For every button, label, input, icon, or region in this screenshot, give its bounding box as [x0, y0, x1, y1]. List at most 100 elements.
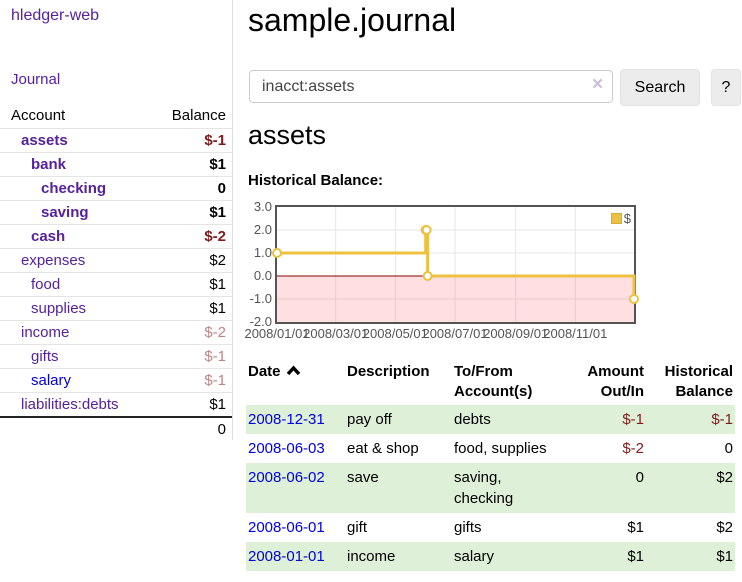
brand-link[interactable]: hledger-web: [11, 7, 100, 24]
sidebar-account-row: saving $1: [0, 200, 232, 224]
register-table: Date Description To/From Account(s) Amount …: [246, 362, 735, 571]
balance-cell: $2: [716, 469, 733, 486]
search-input[interactable]: [249, 70, 613, 103]
transaction-date-link[interactable]: 2008-06-01: [248, 519, 325, 536]
register-column-header: Historical Balance: [664, 363, 733, 400]
sidebar-account-balance: $-2: [204, 324, 226, 341]
sidebar-account-link[interactable]: liabilities:debts: [21, 396, 119, 413]
sidebar: hledger-web Journal Account Balance asse…: [0, 0, 233, 440]
register-row: 2008-01-01 income salary $1 $1: [246, 542, 735, 571]
y-axis-tick-label: 1.0: [253, 245, 272, 260]
description-cell: pay off: [347, 411, 392, 428]
chart-title: Historical Balance:: [248, 172, 384, 189]
sidebar-item-journal[interactable]: Journal: [11, 71, 61, 88]
register-column-header[interactable]: Date: [246, 362, 345, 405]
x-axis-tick-label: 2008/11/01: [543, 326, 608, 341]
transaction-date-link[interactable]: 2008-06-02: [248, 469, 325, 486]
accounts-cell: saving, checking: [454, 469, 514, 507]
register-body: 2008-12-31 pay off debts $-1 $-1 2008-06-03 ea…: [246, 405, 735, 571]
amount-cell: $1: [627, 548, 644, 565]
accounts-cell: gifts: [454, 519, 482, 536]
sidebar-account-link[interactable]: supplies: [31, 300, 87, 317]
x-axis-tick-label: 2008/03/01: [303, 326, 369, 341]
sidebar-account-row: checking 0: [0, 176, 232, 200]
chart-canvas: [272, 207, 639, 322]
sidebar-account-link[interactable]: checking: [41, 180, 107, 197]
description-cell: gift: [347, 519, 368, 536]
sidebar-account-balance: $-1: [204, 132, 226, 149]
sidebar-account-link[interactable]: gifts: [31, 348, 59, 365]
x-axis-tick-label: 2008/07/01: [422, 326, 488, 341]
sidebar-account-row: liabilities:debts $1: [0, 392, 232, 416]
sidebar-account-balance: $-1: [204, 348, 226, 365]
x-axis-tick-label: 2008/09/01: [483, 326, 549, 341]
sidebar-account-balance: $1: [209, 156, 226, 173]
account-column-header: Account: [11, 107, 66, 124]
y-axis-tick-label: 3.0: [253, 199, 272, 214]
balance-cell: $1: [716, 548, 733, 565]
sidebar-account-balance: $1: [209, 300, 226, 317]
date-cell: 2008-06-01: [246, 513, 345, 542]
date-cell: 2008-12-31: [246, 405, 345, 434]
x-axis-tick-label: 2008/05/01: [362, 326, 428, 341]
sidebar-account-balance: $1: [209, 204, 226, 221]
accounts-cell: food, supplies: [454, 440, 547, 457]
sidebar-account-balance: $-2: [204, 228, 226, 245]
transaction-date-link[interactable]: 2008-12-31: [248, 411, 325, 428]
sidebar-account-link[interactable]: salary: [31, 372, 72, 389]
x-axis-tick-label: 2008/01/01: [244, 326, 310, 341]
sidebar-account-balance: $2: [209, 252, 226, 269]
description-cell: income: [347, 548, 396, 565]
sidebar-account-link[interactable]: bank: [31, 156, 67, 173]
register-row: 2008-06-03 eat & shop food, supplies $-2 0: [246, 434, 735, 463]
sidebar-account-balance: $1: [209, 396, 226, 413]
accounts-cell: debts: [454, 411, 491, 428]
sidebar-account-link[interactable]: assets: [21, 132, 68, 149]
sidebar-total-row: 0: [0, 416, 232, 440]
sidebar-account-link[interactable]: food: [31, 276, 61, 293]
sort-ascending-icon: [286, 365, 300, 376]
sidebar-account-balance: $-1: [204, 372, 226, 389]
sidebar-account-link[interactable]: income: [21, 324, 70, 341]
balance-cell: $-1: [711, 411, 733, 428]
register-column-header: Amount Out/In: [587, 363, 644, 400]
sidebar-total-balance: 0: [217, 420, 226, 438]
search-button[interactable]: Search: [620, 69, 700, 106]
transaction-date-link[interactable]: 2008-06-03: [248, 440, 325, 457]
help-button[interactable]: ?: [711, 69, 741, 106]
amount-cell: $-1: [622, 411, 644, 428]
sidebar-account-row: gifts $-1: [0, 344, 232, 368]
clear-search-icon[interactable]: ×: [592, 74, 604, 95]
register-row: 2008-06-01 gift gifts $1 $2: [246, 513, 735, 542]
sidebar-accounts-body: assets $-1 bank $1 checking 0 saving $1 cash $-2 e…: [0, 128, 232, 416]
sidebar-account-balance: $1: [209, 276, 226, 293]
date-cell: 2008-06-03: [246, 434, 345, 463]
sidebar-account-row: cash $-2: [0, 224, 232, 248]
sidebar-accounts-table: Account Balance assets $-1 bank $1 checking 0…: [0, 103, 232, 440]
date-cell: 2008-06-02: [246, 463, 345, 513]
sidebar-account-row: food $1: [0, 272, 232, 296]
register-row: 2008-12-31 pay off debts $-1 $-1: [246, 405, 735, 434]
chart-legend: $: [610, 211, 631, 226]
sidebar-account-balance: 0: [217, 180, 226, 197]
y-axis-tick-label: -2.0: [249, 314, 272, 329]
y-axis-tick-label: -1.0: [249, 291, 272, 306]
transaction-date-link[interactable]: 2008-01-01: [248, 548, 325, 565]
date-cell: 2008-01-01: [246, 542, 345, 571]
y-axis-tick-label: 0.0: [253, 268, 272, 283]
register-column-header: To/From Account(s): [454, 363, 533, 400]
register-header: Date Description To/From Account(s) Amount …: [246, 362, 735, 405]
legend-label: $: [623, 211, 631, 226]
sidebar-account-link[interactable]: cash: [31, 228, 66, 245]
sidebar-account-row: assets $-1: [0, 128, 232, 152]
sidebar-account-link[interactable]: saving: [41, 204, 89, 221]
register-column-header: Description: [347, 363, 430, 380]
sidebar-account-row: supplies $1: [0, 296, 232, 320]
description-cell: save: [347, 469, 379, 486]
sidebar-account-row: expenses $2: [0, 248, 232, 272]
amount-cell: 0: [635, 469, 644, 486]
page-title: sample.journal: [248, 2, 457, 38]
sidebar-account-row: income $-2: [0, 320, 232, 344]
sidebar-accounts-header: Account Balance: [0, 103, 232, 128]
sidebar-account-link[interactable]: expenses: [21, 252, 86, 269]
